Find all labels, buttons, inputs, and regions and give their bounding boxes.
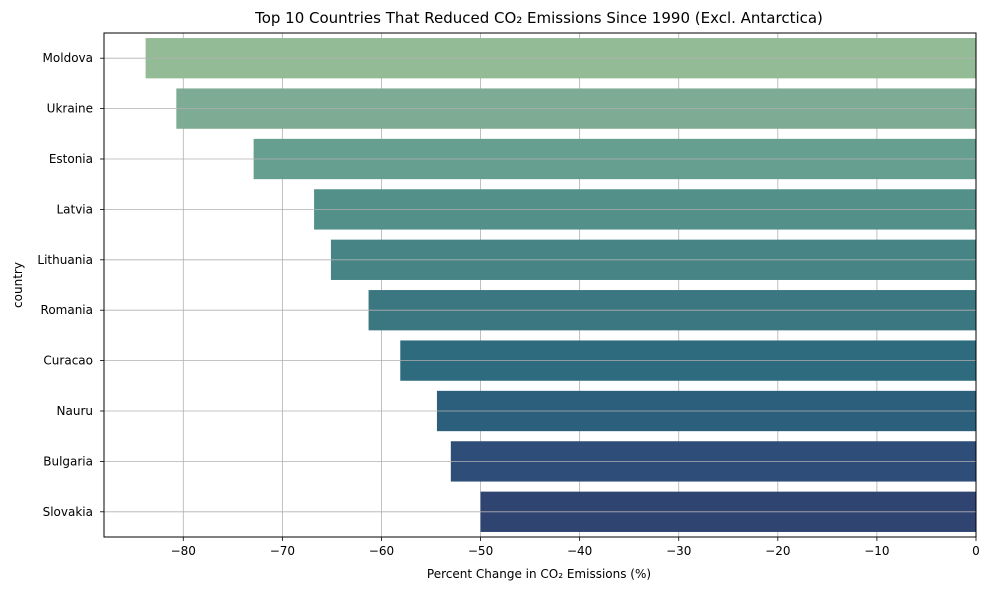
y-tick-label: Romania [41, 303, 93, 317]
x-tick-label: −60 [369, 544, 394, 558]
x-tick-label: −10 [864, 544, 889, 558]
x-tick-label: −70 [270, 544, 295, 558]
x-axis-label: Percent Change in CO₂ Emissions (%) [427, 567, 651, 581]
x-tick-label: 0 [972, 544, 980, 558]
x-tick-label: −30 [666, 544, 691, 558]
y-tick-label: Lithuania [37, 253, 93, 267]
y-tick-label: Estonia [49, 152, 93, 166]
y-axis-ticks: Moldova Ukraine Estonia Latvia Lithuania Roma… [37, 51, 104, 519]
y-axis-label: country [11, 262, 25, 308]
chart-title: Top 10 Countries That Reduced CO₂ Emissi… [254, 9, 823, 27]
plot-frame [103, 32, 977, 538]
x-tick-label: −50 [468, 544, 493, 558]
y-tick-label: Moldova [43, 51, 93, 65]
y-tick-label: Curacao [43, 354, 93, 368]
category-gridlines [104, 57, 976, 513]
x-tick-label: −80 [171, 544, 196, 558]
x-tick-label: −20 [765, 544, 790, 558]
y-tick-label: Latvia [56, 202, 93, 216]
y-tick-label: Ukraine [47, 102, 93, 116]
y-tick-label: Bulgaria [43, 454, 93, 468]
bars [145, 38, 977, 532]
y-tick-label: Slovakia [43, 505, 93, 519]
x-axis-ticks: −80 −70 −60 −50 −40 −30 −20 −10 0 [171, 537, 980, 558]
y-tick-label: Nauru [57, 404, 93, 418]
x-tick-label: −40 [567, 544, 592, 558]
